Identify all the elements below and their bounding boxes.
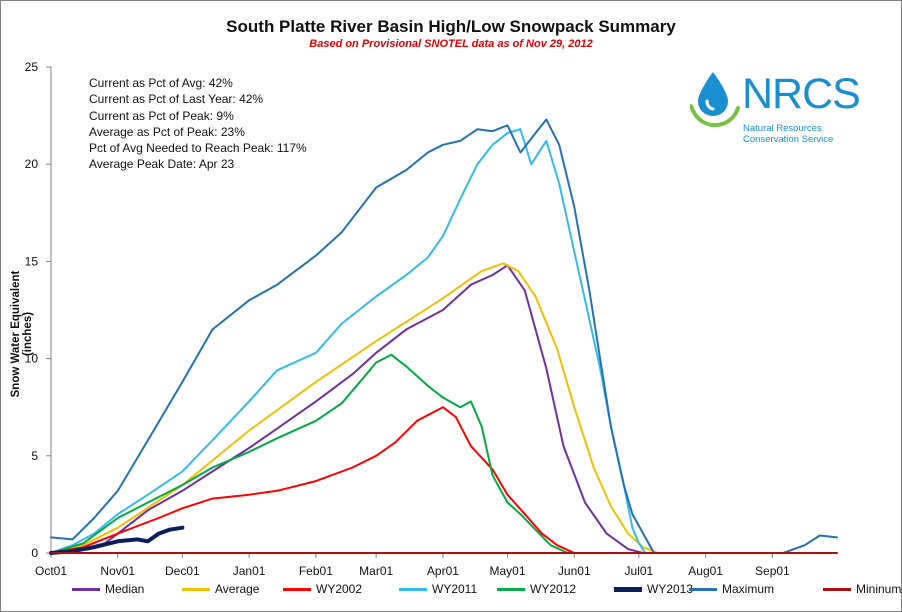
series-line-maximum bbox=[50, 118, 838, 554]
x-tick-label: Nov01 bbox=[100, 564, 135, 578]
legend-item: WY2012 bbox=[497, 582, 576, 596]
stat-line: Current as Pct of Avg: 42% bbox=[89, 76, 233, 90]
x-tick-label: Apr01 bbox=[427, 564, 459, 578]
nrcs-drop-icon bbox=[698, 72, 728, 116]
x-tick-label: Sep01 bbox=[755, 564, 790, 578]
series-line-median bbox=[50, 264, 645, 554]
x-tick-label: Feb01 bbox=[299, 564, 333, 578]
y-axis-label: Snow Water Equivalent (inches) bbox=[10, 270, 34, 398]
y-tick-label: 5 bbox=[31, 449, 38, 463]
x-tick-label: Jul01 bbox=[625, 564, 654, 578]
stat-line: Average as Pct of Peak: 23% bbox=[89, 124, 245, 139]
legend-swatch bbox=[689, 588, 717, 592]
legend-item: WY2002 bbox=[283, 582, 362, 596]
y-tick-label: 15 bbox=[25, 254, 39, 268]
legend-item: Average bbox=[182, 582, 259, 596]
legend-swatch bbox=[182, 588, 210, 592]
legend-label: WY2011 bbox=[432, 582, 478, 596]
x-tick-label: Jan01 bbox=[233, 564, 266, 578]
stat-line: Pct of Avg Needed to Reach Peak: 117% bbox=[89, 141, 307, 156]
stat-line: Current as Pct of Peak: 9% bbox=[89, 108, 234, 123]
legend-label: Mininum bbox=[856, 582, 902, 596]
stat-line: Current as Pct of Last Year: 42% bbox=[89, 92, 264, 107]
stats-annotations: Current as Pct of Avg: 42% Current as Pc… bbox=[89, 75, 307, 173]
legend-swatch bbox=[614, 587, 642, 593]
x-tick-label: May01 bbox=[490, 564, 526, 578]
x-tick-label: Mar01 bbox=[359, 564, 393, 578]
x-tick-label: Oct01 bbox=[35, 564, 67, 578]
legend-swatch bbox=[72, 588, 100, 592]
series-line-wy2002 bbox=[50, 406, 576, 554]
nrcs-logo-subtitle: Natural Resources Conservation Service bbox=[743, 123, 834, 145]
legend-item: Median bbox=[72, 582, 144, 596]
legend-swatch bbox=[497, 588, 525, 592]
legend-label: WY2013 bbox=[647, 582, 694, 596]
nrcs-leaf-icon bbox=[690, 104, 740, 128]
stat-line: Average Peak Date: Apr 23 bbox=[89, 157, 235, 172]
x-tick-label: Dec01 bbox=[165, 564, 200, 578]
y-tick-label: 20 bbox=[25, 157, 39, 171]
series-line-wy2011 bbox=[50, 128, 647, 554]
y-tick-label: 10 bbox=[25, 352, 39, 366]
legend-item: WY2013 bbox=[614, 582, 693, 596]
legend-label: Median bbox=[105, 582, 145, 596]
x-tick-label: Jun01 bbox=[558, 564, 591, 578]
legend-item: WY2011 bbox=[399, 582, 477, 596]
legend-item: Mininum bbox=[823, 582, 901, 596]
y-tick-label: 0 bbox=[31, 546, 38, 560]
legend-label: WY2002 bbox=[316, 582, 363, 596]
legend-swatch bbox=[823, 588, 851, 592]
legend-label: Maximum bbox=[722, 582, 775, 596]
series-line-average bbox=[50, 262, 660, 554]
chart-subtitle: Based on Provisional SNOTEL data as of N… bbox=[309, 38, 593, 50]
legend-label: WY2012 bbox=[530, 582, 577, 596]
legend-item: Maximum bbox=[689, 582, 774, 596]
nrcs-logo bbox=[690, 72, 740, 128]
legend-label: Average bbox=[215, 582, 260, 596]
nrcs-logo-wordmark: NRCS bbox=[742, 70, 861, 118]
series-line-wy2012 bbox=[50, 353, 569, 554]
legend-swatch bbox=[399, 588, 427, 592]
legend-swatch bbox=[283, 588, 311, 592]
y-tick-label: 25 bbox=[25, 60, 39, 74]
chart-title: South Platte River Basin High/Low Snowpa… bbox=[226, 17, 676, 36]
series-line-wy2013 bbox=[49, 525, 185, 555]
x-tick-label: Aug01 bbox=[688, 564, 723, 578]
